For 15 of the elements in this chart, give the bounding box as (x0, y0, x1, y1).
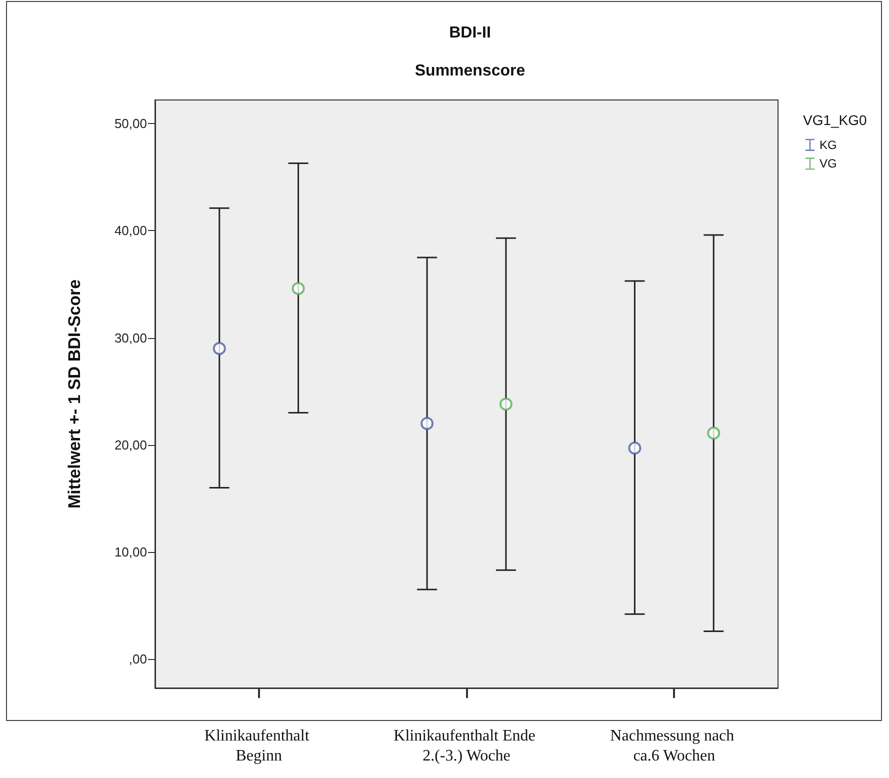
y-axis-title: Mittelwert +- 1 SD BDI-Score (65, 279, 84, 509)
y-tick-label: 10,00 (114, 544, 147, 560)
x-tick-label: Klinikaufenthalt Ende 2.(-3.) Woche (394, 728, 540, 764)
x-tick-label: Nachmessung nach ca.6 Wochen (610, 728, 738, 764)
y-tick-label: 50,00 (114, 116, 147, 132)
legend-label: VG (820, 156, 837, 171)
y-tick-label: 20,00 (114, 437, 147, 452)
y-tick-label: 30,00 (114, 330, 147, 346)
y-tick-label: ,00 (128, 652, 147, 667)
y-tick-label: 40,00 (114, 223, 147, 238)
chart-title: BDI-II (449, 24, 491, 42)
legend-title: VG1_KG0 (803, 112, 868, 128)
legend-label: KG (820, 138, 837, 152)
x-tick-label: Klinikaufenthalt Beginn (204, 728, 314, 764)
chart-subtitle: Summenscore (414, 62, 526, 80)
